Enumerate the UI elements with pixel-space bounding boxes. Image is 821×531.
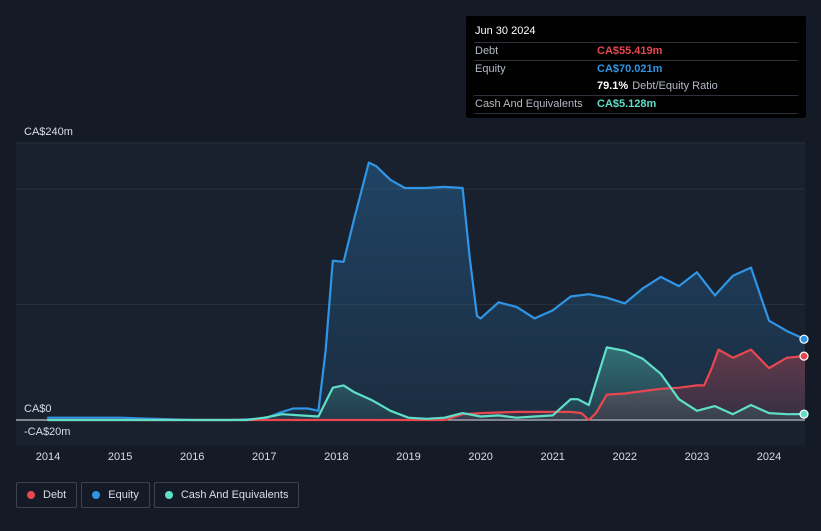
y-tick-label: CA$240m xyxy=(24,126,73,138)
tooltip-cash-label: Cash And Equivalents xyxy=(475,98,583,110)
x-tick-label: 2017 xyxy=(252,451,276,463)
tooltip-date: Jun 30 2024 xyxy=(475,25,536,37)
tooltip-row-equity: Equity CA$70.021m xyxy=(474,60,798,78)
legend: Debt Equity Cash And Equivalents xyxy=(16,482,303,508)
legend-item-cash[interactable]: Cash And Equivalents xyxy=(153,482,300,508)
series-area-cash xyxy=(48,347,805,420)
x-tick-label: 2023 xyxy=(685,451,709,463)
legend-item-debt[interactable]: Debt xyxy=(16,482,78,508)
tooltip-debt-label: Debt xyxy=(475,45,499,57)
x-tick-label: 2018 xyxy=(324,451,348,463)
series-line-debt xyxy=(46,348,807,422)
series-line-cash xyxy=(46,346,807,422)
x-tick-label: 2022 xyxy=(613,451,637,463)
tooltip-cash-value: CA$5.128m xyxy=(597,98,657,110)
legend-dot-equity xyxy=(92,491,101,499)
tooltip-row-ratio: 79.1% Debt/Equity Ratio xyxy=(474,78,798,95)
x-tick-label: 2024 xyxy=(757,451,781,463)
series-line-equity xyxy=(46,161,807,422)
tooltip-equity-label: Equity xyxy=(475,63,506,75)
x-tick-label: 2020 xyxy=(468,451,492,463)
tooltip-panel: Jun 30 2024 Debt CA$55.419m Equity CA$70… xyxy=(466,16,806,118)
tooltip-debt-value: CA$55.419m xyxy=(597,45,663,57)
tooltip-row-cash: Cash And Equivalents CA$5.128m xyxy=(474,95,798,114)
series-end-marker-cash xyxy=(799,409,809,419)
legend-label-debt: Debt xyxy=(43,489,67,501)
legend-dot-cash xyxy=(164,491,173,499)
legend-dot-debt xyxy=(27,491,35,499)
legend-item-equity[interactable]: Equity xyxy=(81,482,150,508)
tooltip-row-debt: Debt CA$55.419m xyxy=(474,42,798,60)
x-tick-label: 2019 xyxy=(396,451,420,463)
tooltip-ratio-label: Debt/Equity Ratio xyxy=(632,80,718,92)
series-end-marker-debt xyxy=(799,351,809,361)
tooltip-ratio-value: 79.1% xyxy=(597,80,629,92)
legend-label-cash: Cash And Equivalents xyxy=(180,489,289,501)
x-tick-label: 2016 xyxy=(180,451,204,463)
series-end-marker-equity xyxy=(799,334,809,344)
y-tick-label: CA$0 xyxy=(24,403,52,415)
y-tick-label: -CA$20m xyxy=(24,426,70,438)
tooltip-equity-value: CA$70.021m xyxy=(597,63,663,75)
x-tick-label: 2021 xyxy=(540,451,564,463)
x-tick-label: 2015 xyxy=(108,451,132,463)
legend-label-equity: Equity xyxy=(108,489,139,501)
x-tick-label: 2014 xyxy=(36,451,60,463)
